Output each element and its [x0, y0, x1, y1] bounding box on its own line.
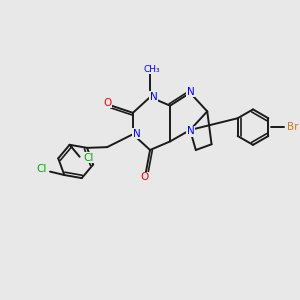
- Text: N: N: [187, 87, 194, 97]
- Text: O: O: [103, 98, 111, 108]
- Text: N: N: [187, 126, 194, 136]
- Text: Cl: Cl: [36, 164, 46, 174]
- Text: Br: Br: [287, 122, 299, 132]
- Text: N: N: [150, 92, 158, 101]
- Text: O: O: [140, 172, 148, 182]
- Text: CH₃: CH₃: [143, 64, 160, 74]
- Text: Cl: Cl: [84, 153, 94, 163]
- Text: N: N: [133, 129, 140, 139]
